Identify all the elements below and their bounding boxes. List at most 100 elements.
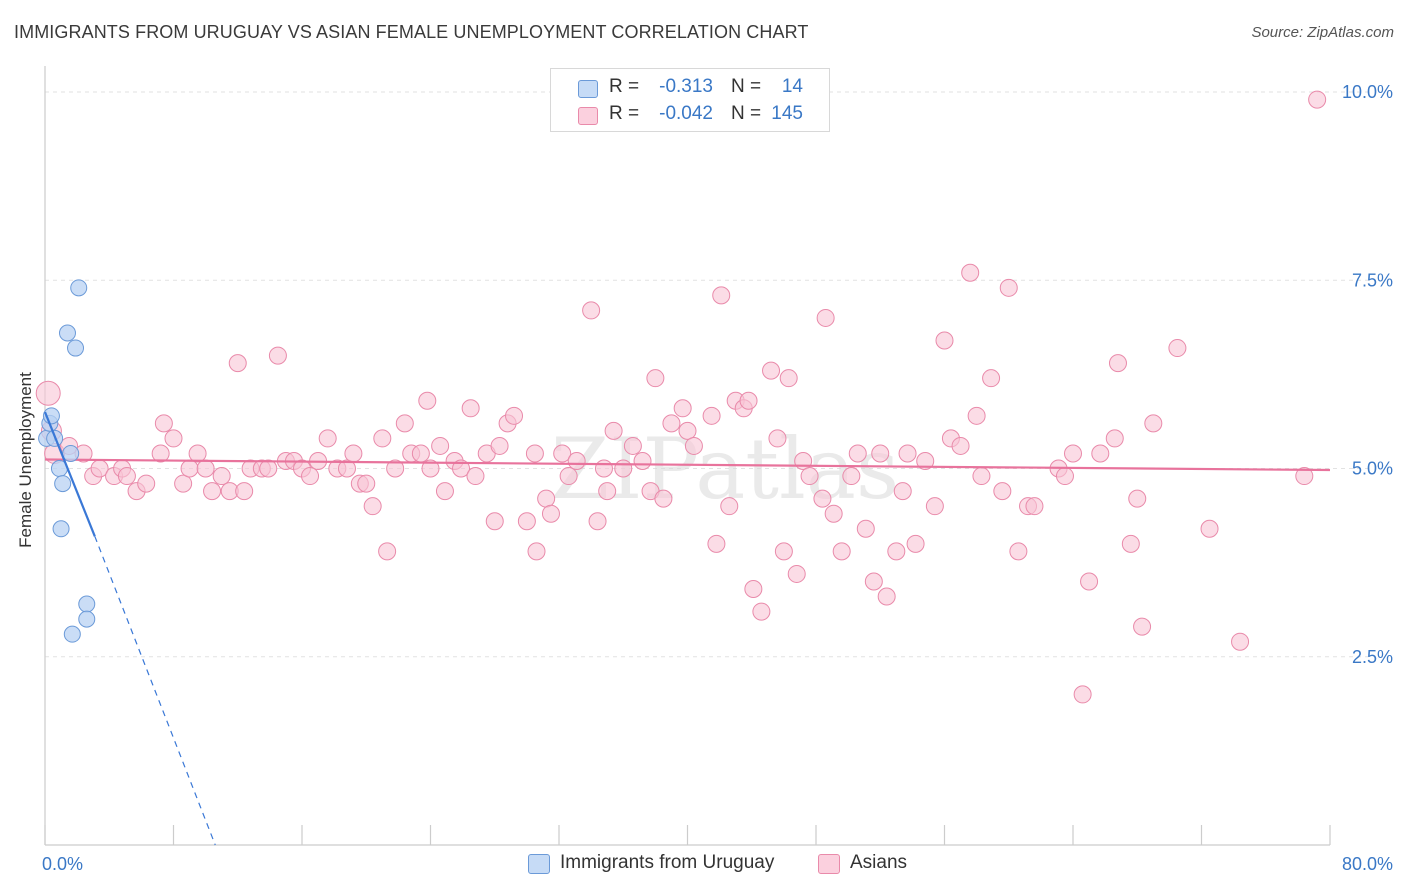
- asians-point: [301, 467, 320, 486]
- asians-point: [774, 542, 793, 561]
- x-tick-label: 0.0%: [42, 854, 83, 874]
- asians-point: [259, 459, 278, 478]
- asians-point: [411, 444, 430, 463]
- asians-point: [567, 452, 586, 470]
- legend-n-value: 145: [771, 103, 803, 124]
- asians-point: [951, 436, 970, 455]
- asians-point: [787, 564, 806, 583]
- legend-swatch-uruguay: [578, 80, 598, 98]
- asians-point: [541, 504, 560, 523]
- asians-point: [35, 380, 61, 406]
- source-label: Source: ZipAtlas.com: [1251, 24, 1394, 41]
- asians-point: [848, 444, 867, 463]
- bottom-legend-label-asians: Asians: [850, 852, 908, 873]
- asians-point: [461, 399, 480, 418]
- uruguay-point: [62, 444, 80, 462]
- asians-point: [395, 414, 414, 433]
- asians-point: [739, 391, 758, 410]
- asians-point: [431, 436, 450, 455]
- asians-point: [752, 602, 771, 621]
- asians-point: [598, 482, 617, 501]
- asians-point: [1231, 632, 1250, 651]
- asians-point: [972, 467, 991, 486]
- asians-point: [961, 263, 980, 282]
- asians-point: [1128, 489, 1147, 508]
- asians-point: [702, 406, 721, 425]
- asians-point: [553, 444, 572, 463]
- bottom-legend-asians: Asians: [818, 852, 938, 878]
- legend-r-value: -0.313: [659, 76, 713, 97]
- asians-point: [1080, 572, 1099, 591]
- asians-point: [386, 459, 405, 478]
- y-tick-label: 7.5%: [1352, 270, 1393, 290]
- asians-point: [559, 467, 578, 486]
- asians-trend-line: [44, 458, 1331, 472]
- asians-point: [378, 542, 397, 561]
- asians-point: [1025, 497, 1044, 516]
- asians-point: [452, 459, 471, 478]
- asians-point: [1055, 467, 1074, 486]
- uruguay-trend-line: [43, 411, 216, 846]
- asians-point: [1133, 617, 1152, 636]
- bottom-legend-swatch-asians: [818, 854, 840, 874]
- asians-point: [212, 467, 231, 486]
- bottom-legend-label-uruguay: Immigrants from Uruguay: [560, 852, 775, 873]
- asians-point: [762, 361, 781, 380]
- asians-point: [525, 444, 544, 463]
- asians-point: [779, 369, 798, 388]
- uruguay-trend-dashed: [94, 536, 216, 846]
- asians-point: [794, 452, 813, 470]
- asians-point: [582, 301, 601, 320]
- asians-point: [646, 369, 665, 388]
- uruguay-point: [63, 625, 81, 643]
- asians-point: [633, 452, 652, 470]
- uruguay-point: [67, 339, 85, 357]
- asians-point: [537, 489, 556, 508]
- legend-n-label: N =: [731, 76, 762, 97]
- asians-point: [1091, 444, 1110, 463]
- axes: [44, 66, 1331, 846]
- asians-point: [925, 497, 944, 516]
- asians-point: [800, 467, 819, 486]
- grid-lines: [45, 91, 1370, 658]
- asians-point: [1105, 429, 1124, 448]
- legend-n-label: N =: [731, 103, 762, 124]
- asians-point: [893, 482, 912, 501]
- asians-point: [662, 414, 681, 433]
- asians-point: [164, 429, 183, 448]
- asians-point: [813, 489, 832, 508]
- asians-point: [466, 467, 485, 486]
- legend-n-value: 14: [781, 76, 803, 97]
- asians-point: [684, 436, 703, 455]
- asians-point: [373, 429, 392, 448]
- asians-point: [117, 467, 136, 486]
- tick-labels: 2.5% 5.0% 7.5% 10.0% 0.0% 80.0%: [42, 82, 1393, 874]
- asians-point: [1064, 444, 1082, 463]
- asians-point: [935, 331, 954, 350]
- asians-point: [337, 459, 356, 478]
- legend-row-uruguay: R = -0.313 N = 14: [551, 74, 829, 100]
- asians-point: [832, 542, 851, 561]
- asians-point: [604, 421, 623, 440]
- asians-point: [485, 512, 504, 531]
- chart-title: IMMIGRANTS FROM URUGUAY VS ASIAN FEMALE …: [14, 22, 809, 42]
- asians-point: [363, 497, 382, 516]
- asians-point: [678, 421, 697, 440]
- asians-point: [982, 369, 1001, 388]
- asians-point: [999, 278, 1018, 297]
- asians-point: [864, 572, 883, 591]
- asians-point: [614, 459, 633, 478]
- asians-point: [421, 459, 440, 478]
- asians-point: [707, 534, 726, 553]
- asians-points: [35, 90, 1327, 704]
- asians-point: [623, 436, 642, 455]
- y-axis-label: Female Unemployment: [16, 372, 35, 548]
- asians-point: [357, 474, 376, 493]
- asians-point: [1144, 414, 1163, 433]
- uruguay-point: [52, 520, 70, 538]
- legend-r-value: -0.042: [659, 103, 713, 124]
- asians-point: [490, 436, 509, 455]
- asians-point: [856, 519, 875, 538]
- asians-point: [673, 399, 692, 418]
- uruguay-point: [78, 610, 96, 628]
